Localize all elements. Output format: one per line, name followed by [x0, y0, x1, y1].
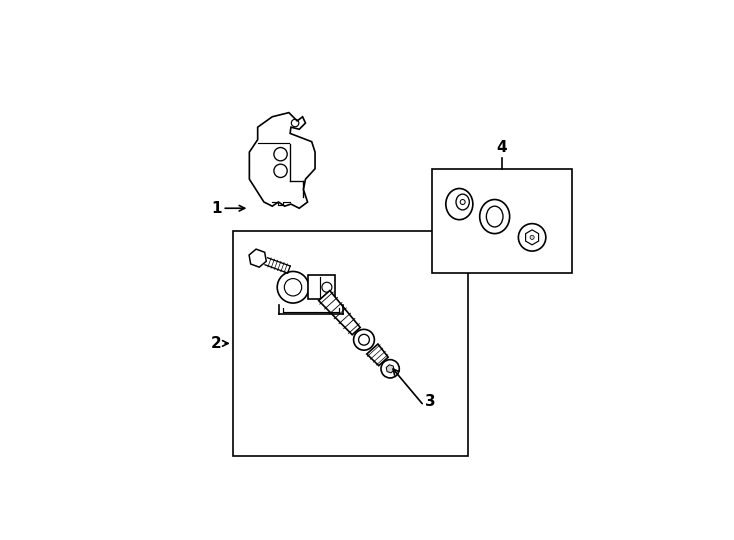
- Circle shape: [277, 272, 309, 303]
- Text: 2: 2: [211, 336, 222, 351]
- Circle shape: [530, 235, 534, 239]
- Polygon shape: [526, 230, 539, 245]
- Ellipse shape: [456, 194, 469, 210]
- Text: 3: 3: [425, 394, 435, 409]
- Bar: [308, 275, 335, 299]
- Polygon shape: [367, 344, 388, 366]
- Ellipse shape: [446, 188, 473, 220]
- Ellipse shape: [354, 329, 374, 350]
- Bar: [233, 231, 468, 456]
- Polygon shape: [250, 113, 315, 208]
- Text: 1: 1: [211, 201, 222, 216]
- Text: 4: 4: [497, 140, 507, 156]
- Circle shape: [381, 360, 399, 378]
- Circle shape: [518, 224, 546, 251]
- Polygon shape: [386, 364, 394, 373]
- Bar: [432, 168, 572, 273]
- Circle shape: [460, 199, 465, 205]
- Ellipse shape: [480, 199, 509, 234]
- Polygon shape: [249, 249, 266, 267]
- Polygon shape: [319, 291, 360, 335]
